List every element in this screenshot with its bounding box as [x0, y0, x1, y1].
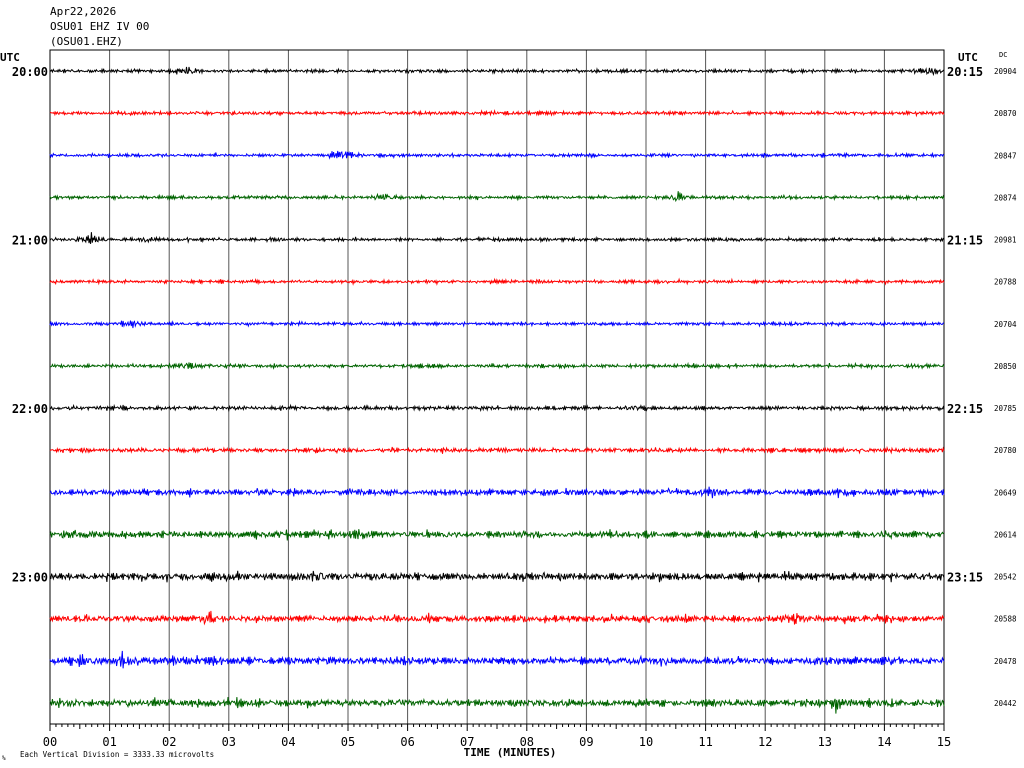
- x-tick-label: 04: [281, 735, 295, 749]
- left-time-label: 22:00: [12, 402, 48, 416]
- plot-frame: [49, 49, 945, 725]
- seismic-trace: [49, 445, 945, 455]
- x-tick-label: 03: [222, 735, 236, 749]
- x-tick-label: 14: [877, 735, 891, 749]
- seismic-trace: [49, 320, 945, 329]
- date-label: Apr22,2026: [50, 5, 117, 18]
- x-tick-label: 10: [639, 735, 653, 749]
- x-tick-label: 02: [162, 735, 176, 749]
- seismic-trace: [49, 277, 945, 286]
- seismic-trace: [49, 486, 945, 499]
- dc-offset-value: 20850: [994, 362, 1017, 371]
- grid-lines: [49, 50, 945, 731]
- seismic-trace: [49, 109, 945, 118]
- dc-offset-value: 20542: [994, 573, 1017, 582]
- dc-offset-value: 20870: [994, 109, 1017, 118]
- x-axis-title: TIME (MINUTES): [464, 746, 557, 759]
- x-tick-label: 06: [400, 735, 414, 749]
- seismic-trace: [49, 191, 945, 203]
- corner-mark: %: [2, 755, 6, 762]
- dc-offset-value: 20588: [994, 615, 1017, 624]
- scale-note: Each Vertical Division = 3333.33 microvo…: [20, 750, 214, 759]
- labels-group: 00 01 02 03 04 05 06 07 08 09 10 11 12 13 14 15 20904 208…: [12, 65, 1017, 749]
- dc-offset-value: 20780: [994, 446, 1017, 455]
- right-utc-label: UTC: [958, 51, 978, 64]
- x-tick-label: 08: [520, 735, 534, 749]
- right-time-label: 22:15: [947, 402, 983, 416]
- seismic-trace: [49, 529, 945, 541]
- x-tick-label: 12: [758, 735, 772, 749]
- x-tick-label: 09: [579, 735, 593, 749]
- traces-group: [49, 66, 945, 714]
- dc-header-label: DC: [999, 51, 1007, 59]
- dc-offset-value: 20478: [994, 657, 1017, 666]
- dc-offset-value: 20704: [994, 320, 1017, 329]
- dc-offset-value: 20904: [994, 67, 1017, 76]
- seismic-trace: [49, 361, 945, 371]
- x-tick-label: 00: [43, 735, 57, 749]
- seismic-trace: [49, 650, 945, 669]
- station-label: OSU01 EHZ IV 00: [50, 20, 150, 33]
- seismic-trace: [49, 232, 945, 244]
- right-time-label: 20:15: [947, 65, 983, 79]
- dc-offset-value: 20981: [994, 236, 1017, 245]
- dc-offset-value: 20874: [994, 193, 1017, 202]
- right-time-label: 21:15: [947, 234, 983, 248]
- dc-offset-value: 20785: [994, 404, 1017, 413]
- x-tick-label: 05: [341, 735, 355, 749]
- left-time-label: 20:00: [12, 65, 48, 79]
- channel-label: (OSU01.EHZ): [50, 35, 123, 48]
- seismic-trace: [49, 403, 945, 413]
- seismic-trace: [49, 610, 945, 626]
- left-time-label: 23:00: [12, 571, 48, 585]
- seismic-trace: [49, 570, 945, 583]
- left-time-label: 21:00: [12, 234, 48, 248]
- dc-offset-value: 20788: [994, 278, 1017, 287]
- x-tick-label: 07: [460, 735, 474, 749]
- seismic-trace: [49, 150, 945, 160]
- x-tick-label: 01: [102, 735, 116, 749]
- dc-offset-value: 20442: [994, 699, 1017, 708]
- seismic-trace: [49, 697, 945, 714]
- left-utc-label: UTC: [0, 51, 20, 64]
- right-time-label: 23:15: [947, 571, 983, 585]
- x-tick-label: 13: [818, 735, 832, 749]
- x-tick-label: 11: [698, 735, 712, 749]
- dc-offset-value: 20847: [994, 151, 1017, 160]
- seismic-trace: [49, 66, 945, 77]
- dc-offset-value: 20614: [994, 530, 1017, 539]
- dc-offset-value: 20649: [994, 488, 1017, 497]
- x-tick-label: 15: [937, 735, 951, 749]
